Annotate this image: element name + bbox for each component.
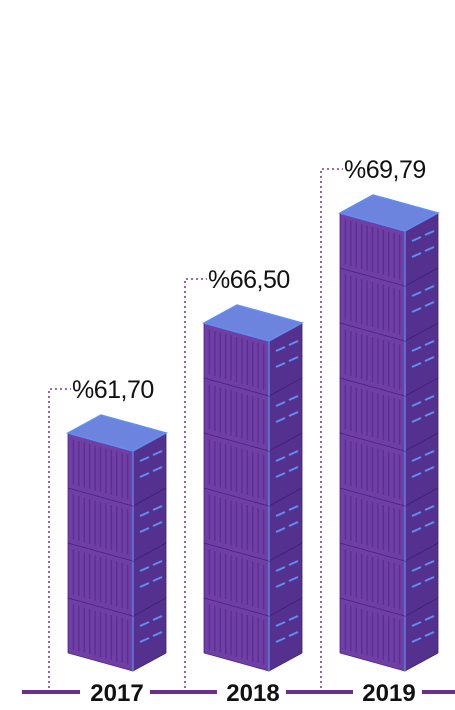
data-label-2017: %61,70 <box>72 376 154 404</box>
container-top <box>202 304 304 342</box>
door-latch <box>275 346 286 352</box>
door-latch <box>275 401 286 407</box>
door-latch <box>411 346 422 352</box>
door-latch <box>152 521 163 527</box>
door-latch <box>411 236 422 242</box>
door-latch <box>424 246 435 252</box>
door-latch <box>424 576 435 582</box>
data-label-2019: %69,79 <box>344 156 426 184</box>
door-latch <box>288 505 299 511</box>
door-latch <box>424 466 435 472</box>
door-latch <box>424 615 435 621</box>
container-top <box>66 414 168 452</box>
door-latch <box>288 560 299 566</box>
door-latch <box>275 511 286 517</box>
door-latch <box>288 521 299 527</box>
door-latch <box>152 576 163 582</box>
door-latch <box>424 285 435 291</box>
door-latch <box>152 560 163 566</box>
door-latch <box>411 621 422 627</box>
door-latch <box>275 621 286 627</box>
x-tick-label-2018: 2018 <box>226 680 279 707</box>
door-latch <box>152 615 163 621</box>
door-latch <box>275 362 286 368</box>
door-latch <box>288 631 299 637</box>
door-latch <box>411 566 422 572</box>
door-latch <box>275 417 286 423</box>
door-latch <box>275 637 286 643</box>
door-latch <box>139 527 150 533</box>
door-latch <box>275 527 286 533</box>
bar-2018 <box>202 304 304 672</box>
door-latch <box>411 307 422 313</box>
door-latch <box>288 411 299 417</box>
door-latch <box>139 511 150 517</box>
data-label-2018: %66,50 <box>208 266 290 294</box>
door-latch <box>411 417 422 423</box>
bar-2017 <box>66 414 168 672</box>
door-latch <box>424 631 435 637</box>
door-latch <box>424 230 435 236</box>
door-latch <box>424 505 435 511</box>
door-latch <box>411 401 422 407</box>
door-latch <box>139 621 150 627</box>
door-latch <box>411 456 422 462</box>
container-top <box>338 194 440 232</box>
door-latch <box>411 472 422 478</box>
door-latch <box>411 582 422 588</box>
door-latch <box>424 450 435 456</box>
door-latch <box>411 362 422 368</box>
door-latch <box>424 560 435 566</box>
x-tick-label-2019: 2019 <box>362 680 415 707</box>
door-latch <box>275 566 286 572</box>
leader-line-2018 <box>184 278 207 688</box>
door-latch <box>411 637 422 643</box>
door-latch <box>424 395 435 401</box>
door-latch <box>411 252 422 258</box>
door-latch <box>424 356 435 362</box>
door-latch <box>139 582 150 588</box>
door-latch <box>275 582 286 588</box>
labels-layer: %61,70 2017 %66,50 2018 %69,79 2019 <box>72 156 426 707</box>
door-latch <box>288 576 299 582</box>
bars-layer <box>66 194 440 672</box>
door-latch <box>424 340 435 346</box>
door-latch <box>288 450 299 456</box>
door-latch <box>411 511 422 517</box>
door-latch <box>275 456 286 462</box>
door-latch <box>424 521 435 527</box>
bar-2019 <box>338 194 440 672</box>
x-tick-label-2017: 2017 <box>90 680 143 707</box>
door-latch <box>288 340 299 346</box>
door-latch <box>139 637 150 643</box>
door-latch <box>288 466 299 472</box>
door-latch <box>139 472 150 478</box>
door-latch <box>288 356 299 362</box>
door-latch <box>152 505 163 511</box>
door-latch <box>139 456 150 462</box>
door-latch <box>152 631 163 637</box>
door-latch <box>288 615 299 621</box>
door-latch <box>275 472 286 478</box>
door-latch <box>152 466 163 472</box>
door-latch <box>424 411 435 417</box>
door-latch <box>288 395 299 401</box>
door-latch <box>411 527 422 533</box>
leader-lines-layer <box>48 168 343 688</box>
door-latch <box>424 301 435 307</box>
door-latch <box>152 450 163 456</box>
door-latch <box>139 566 150 572</box>
door-latch <box>411 291 422 297</box>
